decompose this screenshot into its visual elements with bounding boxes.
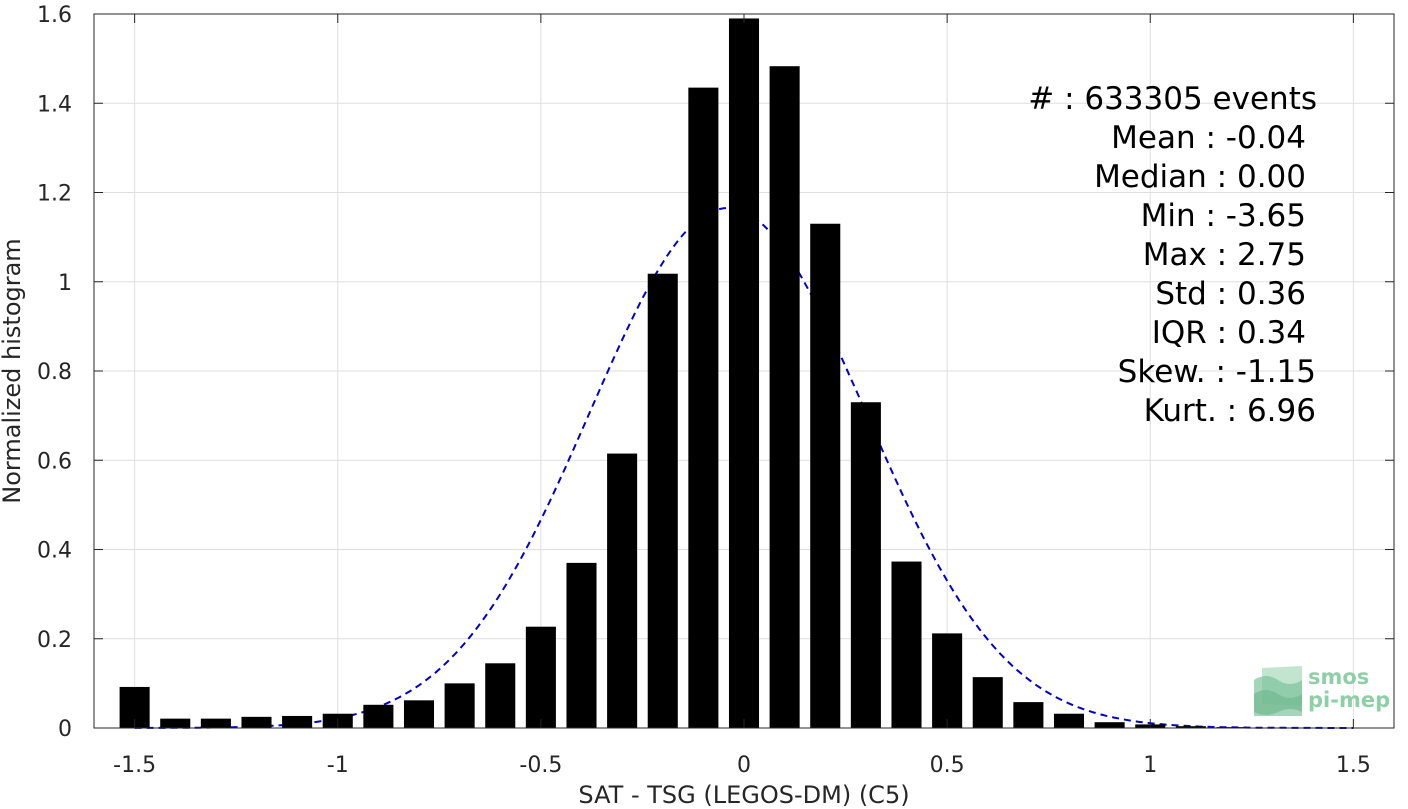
logo-text-pimep: pi-mep [1308, 688, 1390, 712]
logo-wave-icon [1254, 666, 1302, 716]
histogram-bar [241, 716, 272, 728]
histogram-bar [160, 718, 191, 728]
stats-events: # : 633305 events [1028, 81, 1317, 117]
histogram-bar [566, 562, 597, 728]
x-tick-label: 1 [1143, 753, 1157, 778]
bars-layer [119, 18, 1369, 729]
ticks-layer [94, 13, 1394, 729]
y-tick-labels: 0 0.2 0.4 0.6 0.8 1 1.2 1.4 1.6 [37, 3, 72, 742]
y-tick-label: 0.8 [37, 360, 72, 385]
stats-mean: Mean : -0.04 [1111, 120, 1306, 156]
y-tick-label: 1.2 [37, 182, 72, 207]
logo-text-smos: smos [1308, 665, 1369, 689]
x-tick-label: 1.5 [1336, 753, 1371, 778]
stats-box: # : 633305 events Mean : -0.04 Median : … [1028, 81, 1317, 429]
x-tick-label: -1 [327, 753, 349, 778]
y-tick-label: 0 [58, 717, 72, 742]
x-tick-labels: -1.5 -1 -0.5 0 0.5 1 1.5 [113, 753, 1371, 778]
histogram-bar [1094, 722, 1125, 728]
stats-skew: Skew. : -1.15 [1118, 354, 1316, 390]
histogram-bar [485, 663, 516, 728]
histogram-bar [1013, 702, 1044, 728]
histogram-bar [891, 561, 922, 728]
histogram-bar [200, 718, 231, 728]
y-tick-label: 0.4 [37, 539, 72, 564]
histogram-bar [1053, 713, 1085, 728]
histogram-bar [363, 704, 394, 728]
stats-median: Median : 0.00 [1094, 159, 1306, 195]
histogram-bar [282, 715, 313, 728]
histogram-bar [607, 453, 638, 728]
histogram-bar [932, 633, 963, 728]
histogram-bar [850, 402, 881, 728]
stats-max: Max : 2.75 [1143, 237, 1306, 273]
y-tick-label: 1.6 [37, 3, 72, 28]
x-tick-label: 0.5 [930, 753, 965, 778]
x-axis-title: SAT - TSG (LEGOS-DM) (C5) [578, 781, 909, 809]
histogram-bar [769, 66, 800, 729]
histogram-bar [972, 677, 1003, 728]
x-tick-label: 0 [737, 753, 751, 778]
y-axis-title: Normalized histogram [0, 238, 26, 503]
y-tick-label: 0.6 [37, 449, 72, 474]
histogram-bar [444, 683, 475, 728]
stats-kurt: Kurt. : 6.96 [1144, 393, 1316, 429]
stats-std: Std : 0.36 [1155, 276, 1306, 312]
x-tick-label: -1.5 [113, 753, 156, 778]
y-tick-label: 1 [58, 271, 72, 296]
histogram-bar [647, 273, 678, 728]
histogram-bar [810, 223, 841, 729]
stats-min: Min : -3.65 [1141, 198, 1306, 234]
histogram-bar [688, 87, 719, 729]
x-tick-label: -0.5 [519, 753, 562, 778]
histogram-bar [1175, 726, 1206, 728]
y-tick-label: 0.2 [37, 628, 72, 653]
smos-pimep-logo: smos pi-mep [1254, 665, 1390, 716]
histogram-bar [728, 18, 760, 728]
stats-iqr: IQR : 0.34 [1152, 315, 1306, 351]
y-tick-label: 1.4 [37, 92, 72, 117]
histogram-bar [403, 700, 435, 728]
histogram-bar [525, 626, 556, 728]
